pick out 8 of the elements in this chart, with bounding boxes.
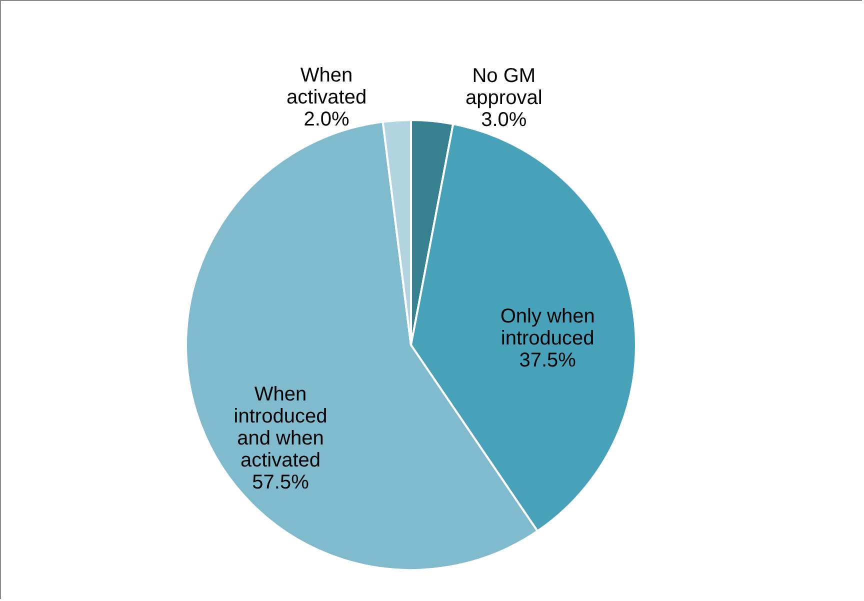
slice-label: When activated — [286, 64, 367, 109]
data-label: 37.5% — [519, 350, 576, 372]
data-label: 3.0% — [481, 109, 527, 132]
slice-label: Only when introduced — [500, 306, 595, 350]
data-label: 57.5% — [252, 471, 310, 494]
slice-label: No GM approval — [466, 65, 542, 110]
data-label: 2.0% — [304, 108, 350, 131]
slice-label: When introduced and when activated — [234, 383, 328, 472]
